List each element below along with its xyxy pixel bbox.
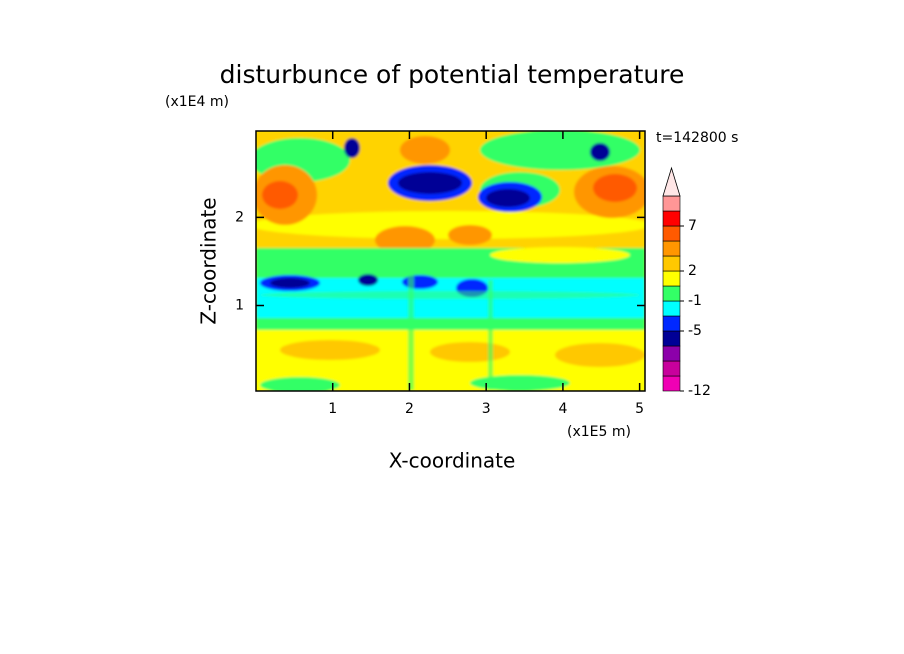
colorbar-bin [662,375,681,392]
colorbar-extend [662,166,681,197]
y-unit: (x1E4 m) [165,94,229,110]
x-tick-label: 4 [558,401,567,417]
colorbar-bin [662,195,681,212]
colorbar-tick-label: -12 [688,383,711,399]
x-tick-label: 3 [482,401,491,417]
x-tick-label: 2 [405,401,414,417]
x-tick-label: 5 [635,401,644,417]
contour-field [256,131,645,391]
colorbar-bin [662,210,681,227]
colorbar-bin [662,225,681,242]
x-unit: (x1E5 m) [567,424,631,440]
colorbar-bin [662,240,681,257]
plot-frame [255,130,646,392]
colorbar-bin [662,285,681,302]
colorbar-bin [662,330,681,347]
colorbar-bin [662,255,681,272]
y-tick-label: 1 [235,298,244,314]
colorbar-tick-label: 7 [688,218,697,234]
colorbar-tick-label: -5 [688,323,702,339]
colorbar-bin [662,345,681,362]
colorbar-bin [662,315,681,332]
y-axis-title: Z-coordinate [197,197,221,324]
x-axis-title: X-coordinate [389,449,516,473]
colorbar-bin [662,300,681,317]
chart-title: disturbunce of potential temperature [220,60,685,89]
x-tick-label: 1 [328,401,337,417]
colorbar-tick-label: -1 [688,293,702,309]
colorbar-tick-label: 2 [688,263,697,279]
y-tick-label: 2 [235,209,244,225]
colorbar-bin [662,360,681,377]
colorbar-bin [662,270,681,287]
time-label: t=142800 s [656,130,738,146]
